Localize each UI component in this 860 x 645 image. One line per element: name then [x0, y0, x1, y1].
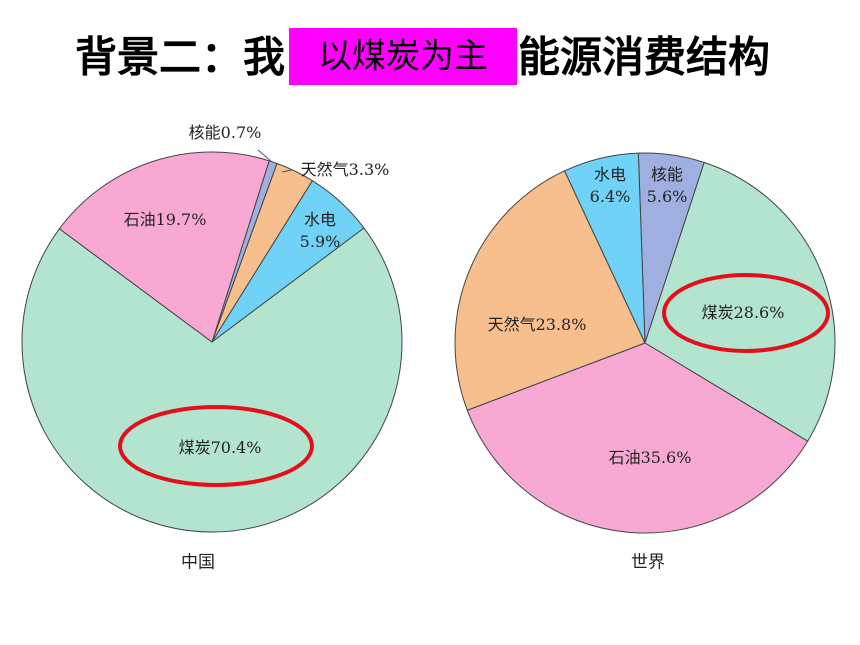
slice-label: 石油35.6%	[609, 448, 692, 467]
slice-label: 煤炭28.6%	[702, 303, 785, 322]
slice-category: 天然气	[301, 160, 349, 179]
slice-label: 水电 6.4%	[590, 165, 631, 206]
slice-category: 水电	[304, 210, 336, 229]
slice-value: 19.7%	[156, 210, 207, 229]
slice-value: 5.6%	[647, 187, 688, 206]
slice-category: 石油	[124, 210, 156, 229]
title-left: 背景二：我	[75, 33, 285, 82]
slice-category: 核能	[189, 123, 221, 142]
leader-line	[257, 149, 273, 163]
slice-value: 70.4%	[211, 438, 262, 457]
slice-value: 23.8%	[536, 315, 587, 334]
slice-value: 5.9%	[300, 232, 341, 251]
pie-slice	[466, 342, 809, 534]
slice-label: 天然气23.8%	[488, 315, 587, 334]
slice-value: 35.6%	[641, 448, 692, 467]
slice-category: 水电	[594, 165, 626, 184]
slice-label: 石油19.7%	[124, 210, 207, 229]
leader-line	[281, 169, 293, 173]
slice-value: 3.3%	[349, 160, 390, 179]
highlight-box	[289, 28, 517, 85]
chart-caption: 世界	[631, 553, 665, 573]
slice-value: 0.7%	[221, 123, 262, 142]
slice-value: 28.6%	[734, 303, 785, 322]
slice-label: 天然气3.3%	[301, 160, 390, 179]
highlight-ellipse	[118, 405, 314, 487]
title-highlight: 以煤炭为主	[318, 37, 488, 77]
slice-label: 水电 5.9%	[300, 210, 341, 251]
slice-value: 6.4%	[590, 187, 631, 206]
pie-slice	[454, 170, 646, 411]
slice-category: 石油	[609, 448, 641, 467]
slice-label: 核能0.7%	[189, 123, 262, 142]
slice-category: 天然气	[488, 315, 536, 334]
slice-category: 煤炭	[702, 303, 734, 322]
title-right: 能源消费结构	[518, 33, 770, 82]
pie-slice	[58, 151, 270, 343]
chart-caption: 中国	[181, 553, 215, 573]
slice-label: 核能 5.6%	[647, 165, 688, 206]
slice-category: 煤炭	[179, 438, 211, 457]
slice-category: 核能	[651, 165, 683, 184]
slice-label: 煤炭70.4%	[179, 438, 262, 457]
highlight-ellipse	[662, 273, 830, 353]
pie-slice	[563, 152, 646, 344]
